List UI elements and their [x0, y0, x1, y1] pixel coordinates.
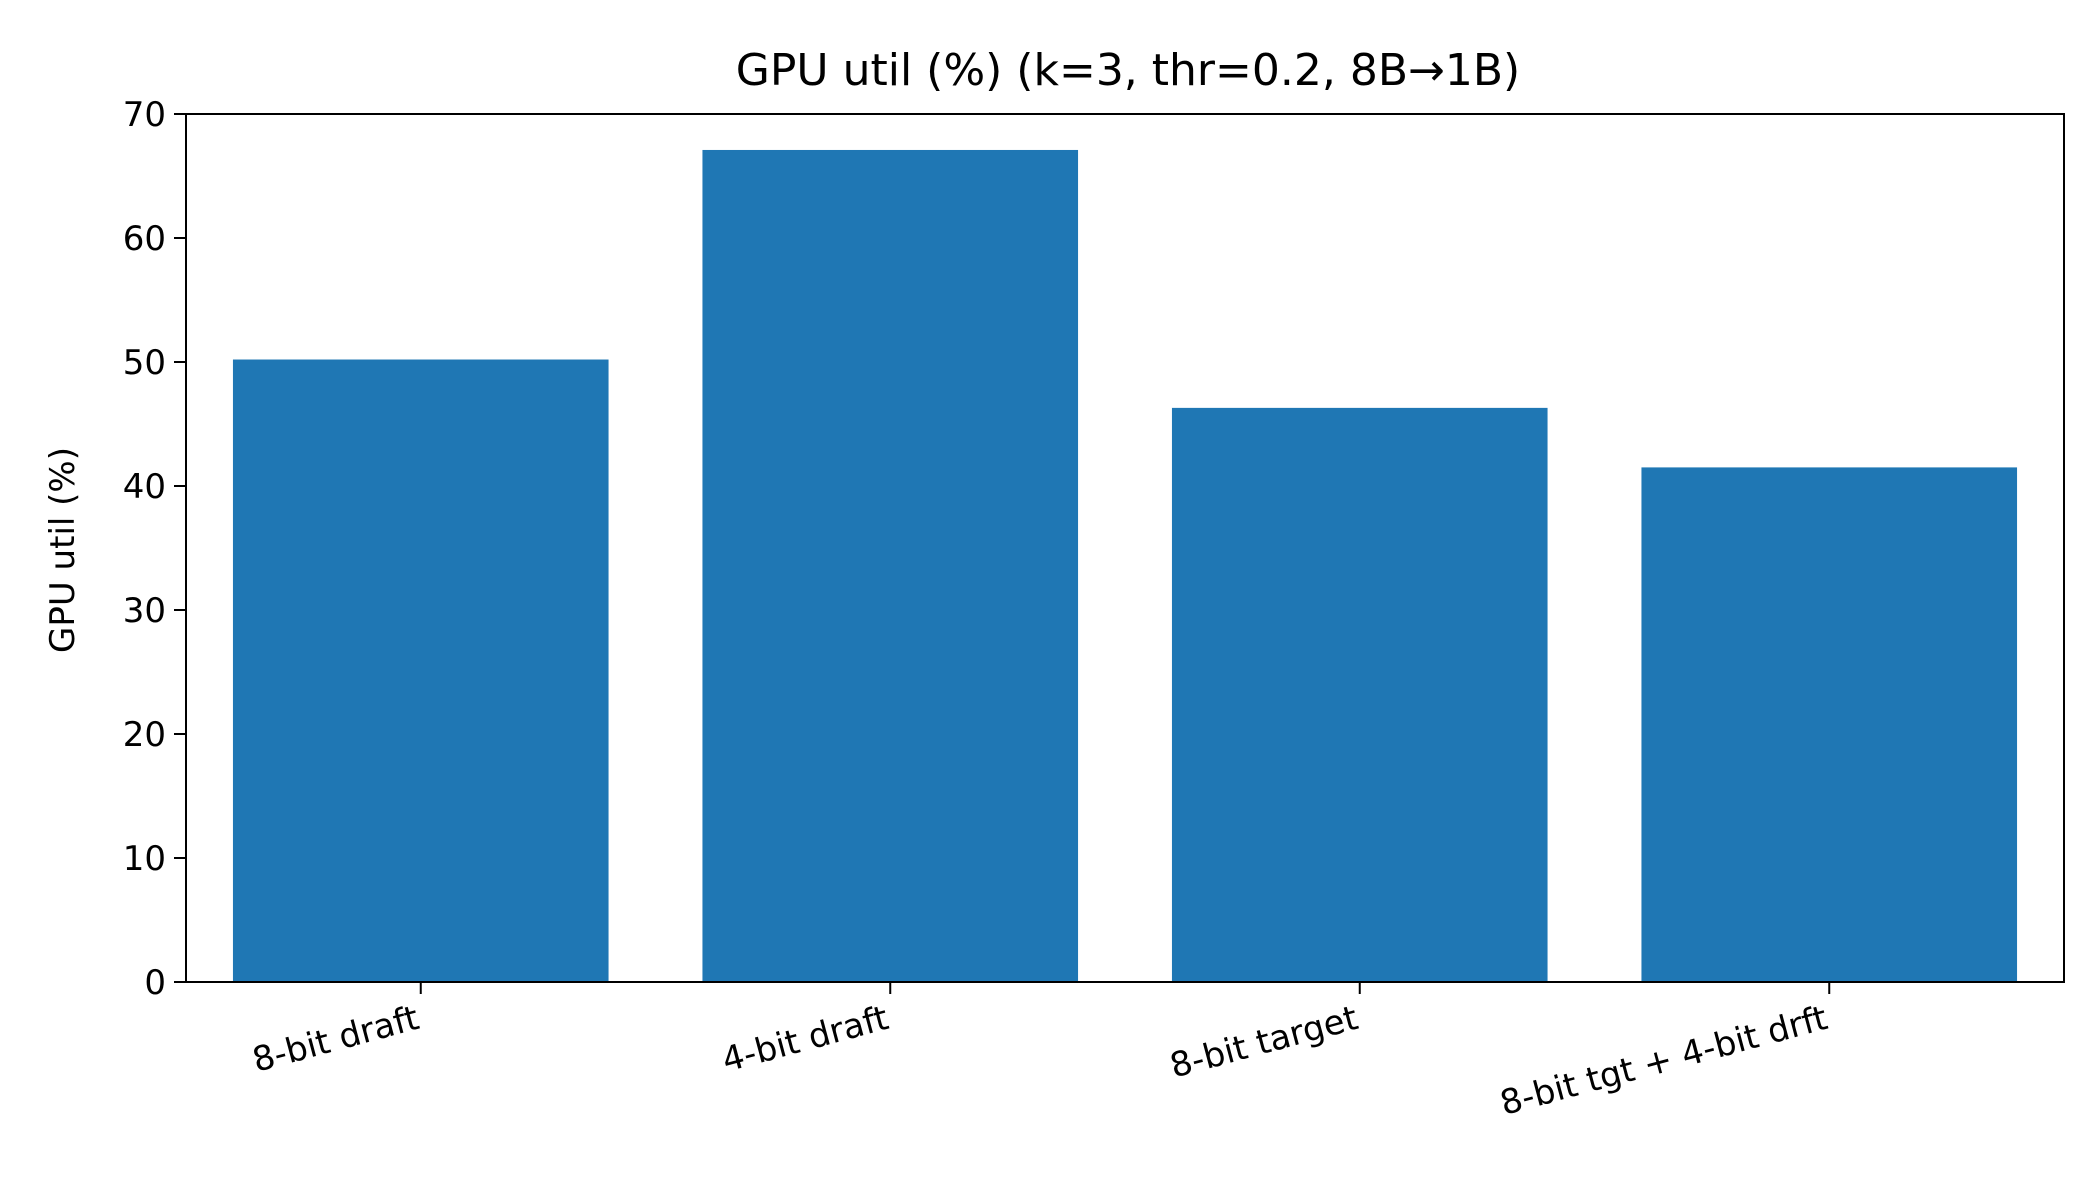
- y-tick-label: 70: [123, 95, 166, 135]
- y-tick-label: 50: [123, 343, 166, 383]
- bars: [232, 149, 2018, 982]
- bar-8-bit-target: [1171, 407, 1548, 982]
- x-tick-label: 8-bit draft: [248, 998, 423, 1081]
- y-axis: 0 10 20 30 40 50 60 70: [123, 95, 186, 1003]
- bar-8-bit-draft: [232, 359, 609, 982]
- y-tick-label: 40: [123, 467, 166, 507]
- y-tick-label: 30: [123, 591, 166, 631]
- y-tick-label: 0: [144, 963, 166, 1003]
- bar-4-bit-draft: [702, 149, 1079, 982]
- x-tick-label: 8-bit tgt + 4-bit drft: [1496, 998, 1832, 1124]
- x-tick-label: 4-bit draft: [718, 998, 893, 1081]
- y-axis-label: GPU util (%): [43, 447, 83, 653]
- y-tick-label: 10: [123, 839, 166, 879]
- y-tick-label: 20: [123, 715, 166, 755]
- x-tick-label: 8-bit target: [1166, 998, 1362, 1086]
- chart-title: GPU util (%) (k=3, thr=0.2, 8B→1B): [736, 45, 1520, 96]
- plot-frame: [185, 113, 2065, 983]
- bar-8-bit-tgt-4-bit-drft: [1641, 467, 2018, 982]
- x-axis: 8-bit draft 4-bit draft 8-bit target 8-bit …: [248, 982, 1832, 1124]
- y-tick-label: 60: [123, 219, 166, 259]
